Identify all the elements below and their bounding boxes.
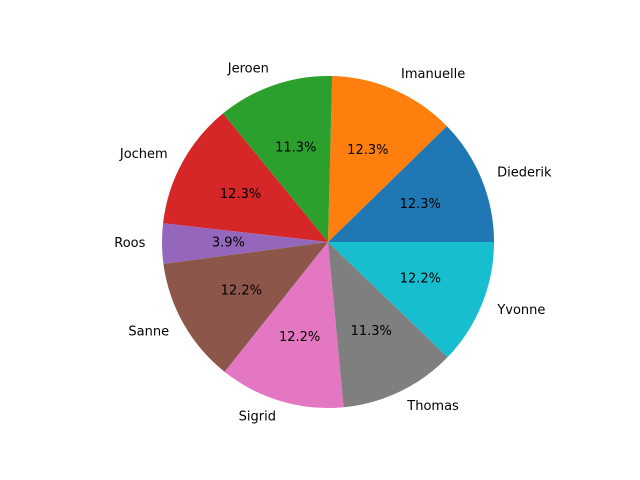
- pie-slice-yvonne: [328, 242, 494, 358]
- slice-pct-label-imanuelle: 12.3%: [347, 143, 388, 158]
- slice-label-sigrid: Sigrid: [239, 410, 276, 425]
- pie-slice-roos: [161, 223, 328, 264]
- pie-slice-sigrid: [224, 242, 344, 408]
- slice-label-yvonne: Yvonne: [496, 303, 545, 318]
- slice-label-roos: Roos: [114, 236, 145, 251]
- pie-slice-jeroen: [222, 76, 333, 242]
- slice-pct-label-thomas: 11.3%: [351, 324, 392, 339]
- slice-pct-label-yvonne: 12.2%: [400, 272, 441, 287]
- slice-pct-label-diederik: 12.3%: [400, 197, 441, 212]
- pie-slice-imanuelle: [328, 76, 447, 242]
- slice-label-imanuelle: Imanuelle: [401, 67, 465, 82]
- slices-layer: [161, 76, 494, 408]
- pie-slice-diederik: [328, 126, 494, 242]
- slice-pct-label-jochem: 12.3%: [220, 187, 261, 202]
- pie-slice-jochem: [163, 113, 328, 242]
- pie-slice-sanne: [163, 242, 328, 372]
- slice-label-thomas: Thomas: [406, 399, 459, 414]
- slice-label-sanne: Sanne: [128, 324, 169, 339]
- slice-pct-label-roos: 3.9%: [212, 235, 245, 250]
- pie-slice-thomas: [328, 242, 448, 408]
- slice-pct-label-sanne: 12.2%: [221, 284, 262, 299]
- slice-pct-label-sigrid: 12.2%: [279, 330, 320, 345]
- labels-layer: Diederik 12.3% Imanuelle 12.3% Jeroen 11.3% Jo…: [114, 62, 552, 425]
- slice-label-jeroen: Jeroen: [227, 62, 269, 77]
- slice-pct-label-jeroen: 11.3%: [275, 140, 316, 155]
- slice-label-diederik: Diederik: [497, 166, 552, 181]
- slice-label-jochem: Jochem: [119, 147, 168, 162]
